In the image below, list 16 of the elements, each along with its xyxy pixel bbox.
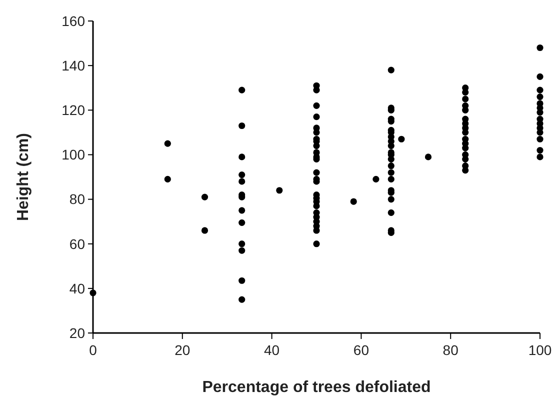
y-tick-label: 80 — [69, 191, 86, 208]
x-tick-label: 40 — [264, 342, 280, 358]
y-tick-label: 140 — [62, 57, 86, 74]
y-axis-title: Height (cm) — [15, 133, 32, 221]
x-tick-label: 100 — [528, 342, 552, 358]
x-tick-label: 80 — [442, 342, 459, 358]
y-tick-label: 120 — [62, 102, 86, 118]
x-axis-title: Percentage of trees defoliated — [202, 379, 431, 396]
y-tick-label: 100 — [62, 146, 86, 163]
y-tick-label: 20 — [69, 324, 86, 341]
y-tick-label: 40 — [69, 280, 86, 296]
y-tick-label: 60 — [69, 236, 86, 252]
x-tick-label: 60 — [353, 342, 370, 358]
x-tick-label: 0 — [89, 342, 98, 358]
y-tick-label: 160 — [62, 12, 86, 29]
x-tick-label: 20 — [174, 342, 190, 358]
